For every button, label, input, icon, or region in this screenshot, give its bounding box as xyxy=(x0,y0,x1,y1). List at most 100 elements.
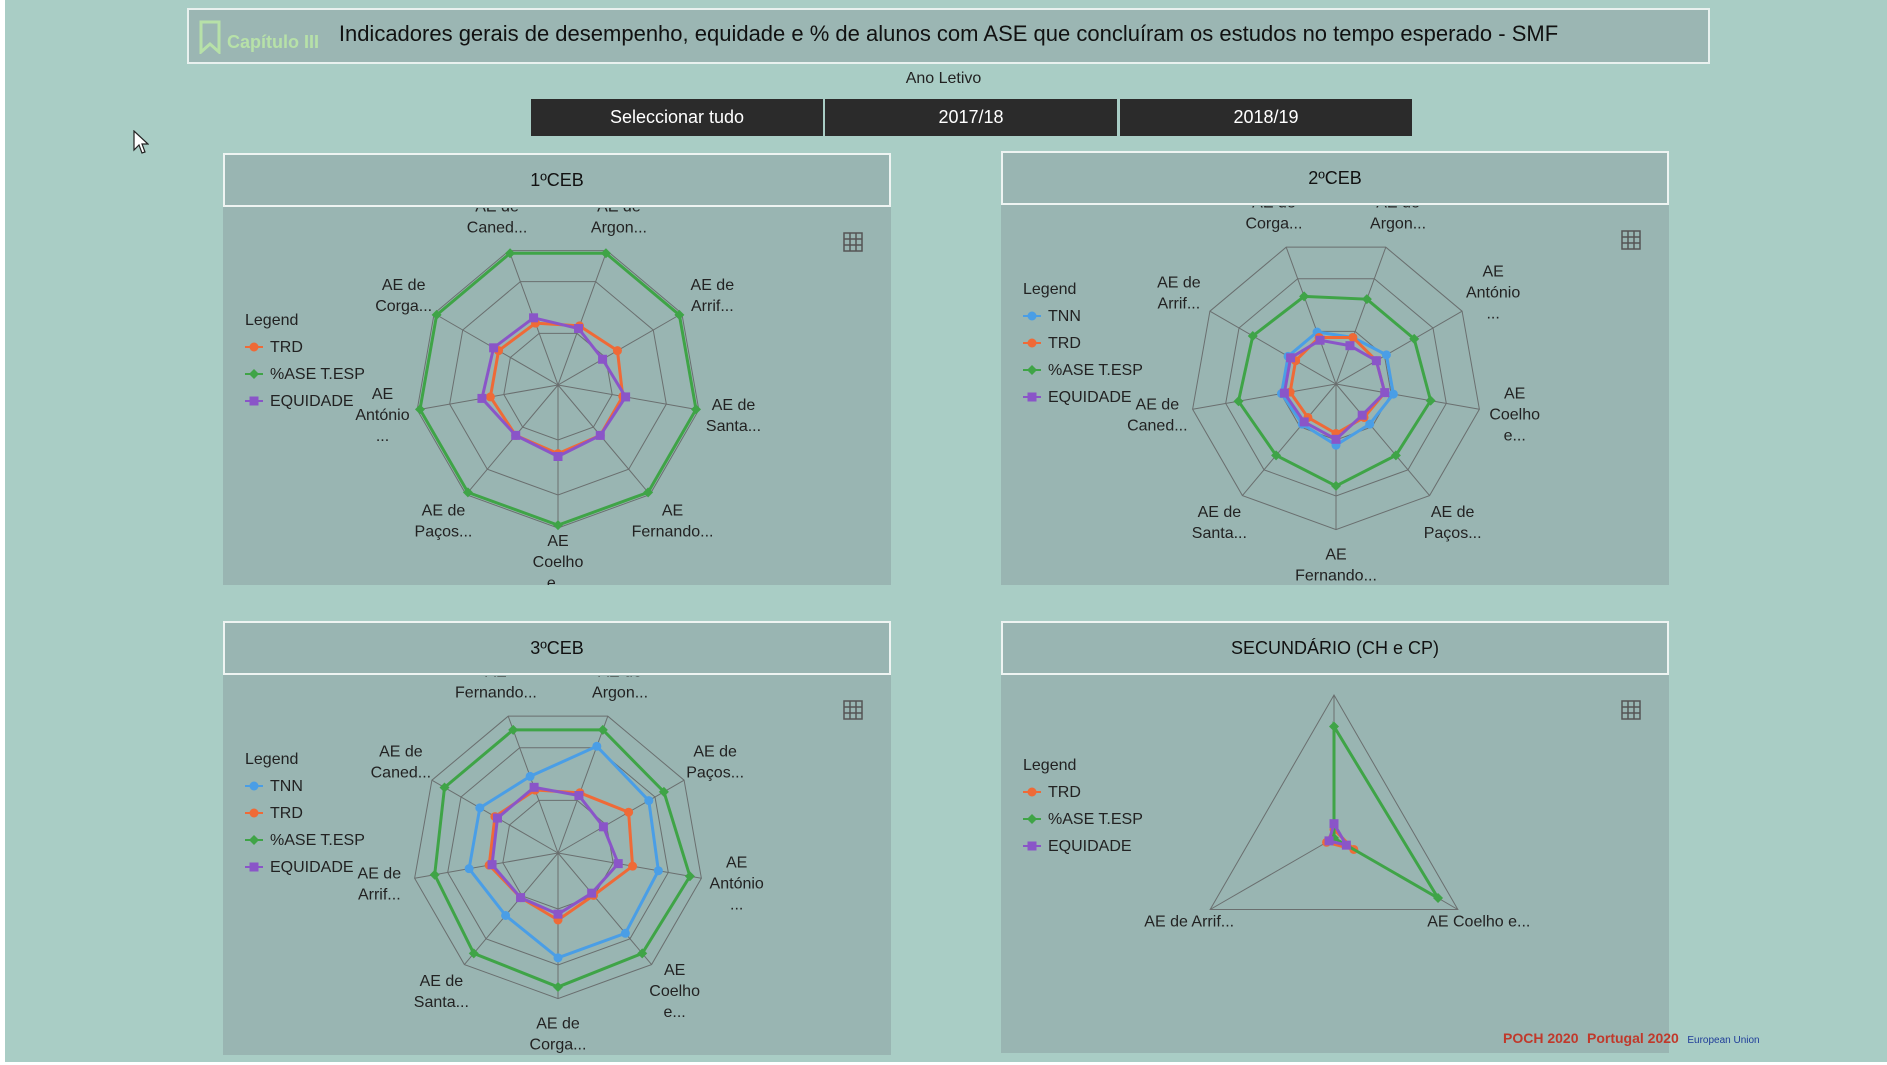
legend-item-label[interactable]: %ASE T.ESP xyxy=(1048,362,1143,379)
data-point[interactable] xyxy=(430,870,440,880)
legend-item-label[interactable]: TRD xyxy=(270,339,303,356)
table-grid-icon[interactable] xyxy=(844,233,862,251)
data-point[interactable] xyxy=(488,860,497,869)
data-point[interactable] xyxy=(1389,390,1398,399)
legend-item-label[interactable]: TNN xyxy=(270,778,303,795)
data-point[interactable] xyxy=(574,324,583,333)
radar-category-label: AE António... xyxy=(710,855,764,914)
radar-category-label: AE deArgon... xyxy=(591,208,647,237)
data-point[interactable] xyxy=(1372,356,1381,365)
data-point[interactable] xyxy=(1342,841,1351,850)
legend-marker[interactable] xyxy=(250,863,259,872)
legend-marker[interactable] xyxy=(250,343,259,352)
data-point[interactable] xyxy=(614,859,623,868)
data-point[interactable] xyxy=(599,822,608,831)
series-line-equidade[interactable] xyxy=(492,787,618,914)
chart-panel-secundario: SECUNDÁRIO (CH e CP) AE de Santa...AE Co… xyxy=(1001,621,1669,1053)
data-point[interactable] xyxy=(1280,389,1289,398)
data-point[interactable] xyxy=(477,394,486,403)
data-point[interactable] xyxy=(1332,435,1341,444)
data-point[interactable] xyxy=(592,742,601,751)
data-point[interactable] xyxy=(1348,333,1357,342)
data-point[interactable] xyxy=(1300,417,1309,426)
data-point[interactable] xyxy=(1358,411,1367,420)
data-point[interactable] xyxy=(1345,341,1354,350)
legend-item-label[interactable]: TNN xyxy=(1048,308,1081,325)
legend-item-label[interactable]: EQUIDADE xyxy=(1048,389,1132,406)
data-point[interactable] xyxy=(489,343,498,352)
legend-marker[interactable] xyxy=(249,835,259,845)
select-all-button[interactable]: Seleccionar tudo xyxy=(531,99,823,136)
series-line-trd[interactable] xyxy=(489,790,632,920)
data-point[interactable] xyxy=(516,893,525,902)
data-point[interactable] xyxy=(1330,819,1339,828)
data-point[interactable] xyxy=(486,392,495,401)
data-point[interactable] xyxy=(621,392,630,401)
legend-marker[interactable] xyxy=(249,369,259,379)
data-point[interactable] xyxy=(621,929,630,938)
data-point[interactable] xyxy=(526,772,535,781)
radar-category-label: AE de Santa... xyxy=(706,397,761,435)
radar-category-label: AEFernando... xyxy=(455,676,537,702)
data-point[interactable] xyxy=(493,814,502,823)
radar-category-label: AE de Santa... xyxy=(1282,676,1385,680)
series-line-asetesp[interactable] xyxy=(1334,726,1438,898)
legend-marker[interactable] xyxy=(1028,312,1037,321)
data-point[interactable] xyxy=(644,796,653,805)
data-point[interactable] xyxy=(1380,388,1389,397)
data-point[interactable] xyxy=(1286,353,1295,362)
data-point[interactable] xyxy=(530,783,539,792)
legend-item-label[interactable]: EQUIDADE xyxy=(270,859,354,876)
legend-marker[interactable] xyxy=(250,782,259,791)
legend-item-label[interactable]: EQUIDADE xyxy=(1048,838,1132,855)
data-point[interactable] xyxy=(554,910,563,919)
radar-category-label: AE António... xyxy=(1466,263,1520,322)
legend-marker[interactable] xyxy=(1028,393,1037,402)
data-point[interactable] xyxy=(554,452,563,461)
legend-item-label[interactable]: TRD xyxy=(1048,784,1081,801)
legend-marker[interactable] xyxy=(1028,339,1037,348)
data-point[interactable] xyxy=(529,313,538,322)
legend-marker[interactable] xyxy=(1028,788,1037,797)
legend-marker[interactable] xyxy=(250,809,259,818)
data-point[interactable] xyxy=(613,346,622,355)
series-line-asetesp[interactable] xyxy=(1238,296,1430,485)
legend-item-label[interactable]: %ASE T.ESP xyxy=(270,366,365,383)
table-grid-icon[interactable] xyxy=(1622,701,1640,719)
data-point[interactable] xyxy=(598,355,607,364)
funding-logos: POCH 2020 Portugal 2020 European Union xyxy=(1503,1030,1760,1046)
data-point[interactable] xyxy=(553,520,563,530)
data-point[interactable] xyxy=(624,808,633,817)
legend-marker[interactable] xyxy=(1027,365,1037,375)
table-grid-icon[interactable] xyxy=(1622,231,1640,249)
legend-marker[interactable] xyxy=(250,397,259,406)
data-point[interactable] xyxy=(574,791,583,800)
data-point[interactable] xyxy=(1316,336,1325,345)
legend-item-label[interactable]: EQUIDADE xyxy=(270,393,354,410)
table-grid-icon[interactable] xyxy=(844,701,862,719)
legend-item-label[interactable]: %ASE T.ESP xyxy=(270,832,365,849)
data-point[interactable] xyxy=(501,911,510,920)
data-point[interactable] xyxy=(1325,836,1334,845)
legend-marker[interactable] xyxy=(1028,842,1037,851)
data-point[interactable] xyxy=(511,431,520,440)
data-point[interactable] xyxy=(628,862,637,871)
data-point[interactable] xyxy=(554,953,563,962)
data-point[interactable] xyxy=(553,982,563,992)
data-point[interactable] xyxy=(587,889,596,898)
legend-item-label[interactable]: TRD xyxy=(270,805,303,822)
series-line-tnn[interactable] xyxy=(469,746,658,958)
data-point[interactable] xyxy=(475,803,484,812)
data-point[interactable] xyxy=(596,431,605,440)
data-point[interactable] xyxy=(1331,481,1341,491)
legend-item-label[interactable]: %ASE T.ESP xyxy=(1048,811,1143,828)
legend-marker[interactable] xyxy=(1027,814,1037,824)
data-point[interactable] xyxy=(465,864,474,873)
data-point[interactable] xyxy=(1382,350,1391,359)
legend-item-label[interactable]: TRD xyxy=(1048,335,1081,352)
data-point[interactable] xyxy=(654,866,663,875)
page-title: Indicadores gerais de desempenho, equida… xyxy=(189,21,1708,47)
legend-title: Legend xyxy=(1023,281,1076,298)
year-2017-18-button[interactable]: 2017/18 xyxy=(825,99,1117,136)
year-2018-19-button[interactable]: 2018/19 xyxy=(1120,99,1412,136)
